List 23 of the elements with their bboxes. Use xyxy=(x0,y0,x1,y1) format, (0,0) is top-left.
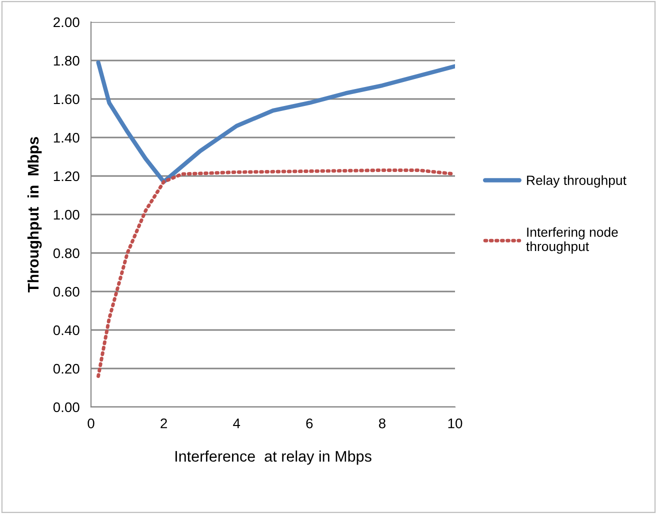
line-series xyxy=(96,60,455,184)
x-tick-label: 2 xyxy=(160,418,167,428)
x-axis-title: Interference at relay in Mbps xyxy=(175,450,372,465)
y-tick-label: 0.60 xyxy=(53,286,80,297)
x-tick-label: 8 xyxy=(378,418,386,428)
legend-label: Relay throughput xyxy=(527,175,626,188)
x-tick-label: 6 xyxy=(306,418,313,428)
y-tick-label: 0.00 xyxy=(53,402,80,412)
x-tick-label: 4 xyxy=(233,418,240,428)
y-tick-label: 1.80 xyxy=(54,56,80,66)
x-tick-label: 10 xyxy=(448,418,462,428)
y-tick-label: 0.80 xyxy=(53,248,80,258)
y-tick-label: 1.40 xyxy=(54,132,80,143)
y-tick-label: 1.20 xyxy=(54,171,80,182)
y-tick-label: 0.20 xyxy=(53,364,80,374)
y-tick-label: 1.00 xyxy=(54,210,80,220)
y-axis-title: Throughput in Mbps xyxy=(27,137,42,292)
y-tick-label: 1.60 xyxy=(54,94,80,104)
x-tick-label: 0 xyxy=(88,418,94,428)
line-series xyxy=(96,168,455,378)
y-tick-label: 2.00 xyxy=(54,17,80,28)
legend-label: Interfering node throughput xyxy=(526,227,618,254)
y-tick-label: 0.40 xyxy=(53,325,80,336)
